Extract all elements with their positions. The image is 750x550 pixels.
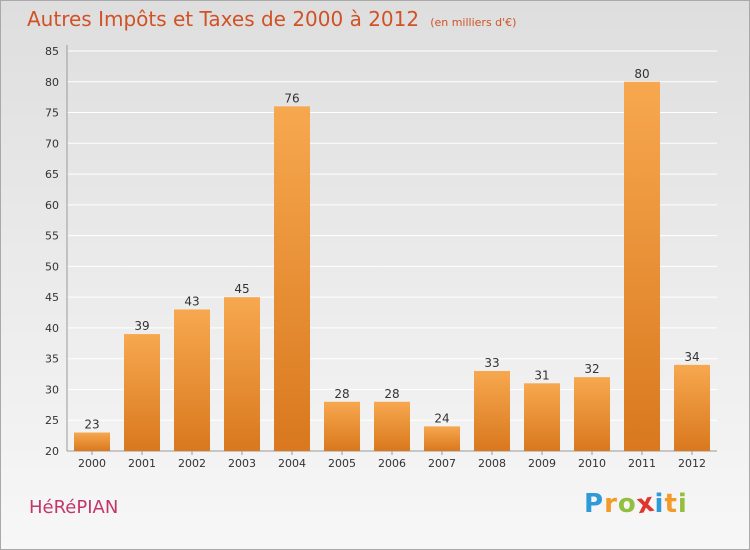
y-tick-label: 65	[45, 168, 59, 181]
bar-2010	[574, 377, 610, 451]
y-tick-label: 45	[45, 291, 59, 304]
value-label: 31	[534, 368, 549, 382]
y-tick-label: 55	[45, 230, 59, 243]
value-label: 76	[284, 91, 299, 105]
value-label: 28	[334, 387, 349, 401]
bar-2003	[224, 297, 260, 451]
x-tick-label: 2007	[428, 457, 456, 470]
bar-2012	[674, 364, 710, 451]
grid-lines	[67, 50, 717, 421]
x-tick-label: 2003	[228, 457, 256, 470]
y-tick-label: 75	[45, 107, 59, 120]
y-tick-label: 50	[45, 260, 59, 273]
logo-letter: i	[677, 489, 688, 519]
bar-2004	[274, 106, 310, 451]
bar-2008	[474, 371, 510, 451]
axes: 20 25 30 35 40 45 50 55 60 65 70 75 80 85	[45, 45, 717, 458]
x-tick-label: 2009	[528, 457, 556, 470]
proxiti-logo: Proxiti	[584, 488, 688, 521]
logo-letter: r	[604, 489, 618, 519]
value-label: 45	[234, 282, 249, 296]
y-tick-label: 20	[45, 445, 59, 458]
x-tick-label: 2008	[478, 457, 506, 470]
logo-letter: i	[654, 489, 665, 519]
value-label: 34	[684, 350, 699, 364]
x-tick-label: 2004	[278, 457, 306, 470]
x-tick-label: 2000	[78, 457, 106, 470]
chart-subtitle: (en milliers d'€)	[430, 16, 517, 29]
logo-letter: P	[584, 489, 605, 519]
y-tick-label: 35	[45, 353, 59, 366]
chart-header: Autres Impôts et Taxes de 2000 à 2012 (e…	[27, 7, 516, 31]
value-label: 43	[184, 294, 199, 308]
bar-2001	[124, 334, 160, 451]
value-label: 32	[584, 362, 599, 376]
value-label: 80	[634, 67, 649, 81]
value-label: 33	[484, 356, 499, 370]
value-label: 28	[384, 387, 399, 401]
bar-2002	[174, 309, 210, 451]
bar-2011	[624, 81, 660, 452]
x-tick-label: 2012	[678, 457, 706, 470]
bar-2009	[524, 383, 560, 451]
logo-letter: o	[617, 489, 637, 519]
x-tick-label: 2010	[578, 457, 606, 470]
bars	[74, 81, 710, 452]
y-tick-label: 60	[45, 199, 59, 212]
y-tick-label: 85	[45, 45, 59, 58]
y-tick-label: 40	[45, 322, 59, 335]
value-label: 24	[434, 411, 449, 425]
y-tick-label: 30	[45, 383, 59, 396]
y-tick-label: 80	[45, 76, 59, 89]
value-label: 23	[84, 418, 99, 432]
x-tick-label: 2001	[128, 457, 156, 470]
y-tick-label: 70	[45, 137, 59, 150]
x-tick-label: 2011	[628, 457, 656, 470]
x-tick-label: 2005	[328, 457, 356, 470]
x-tick-label: 2002	[178, 457, 206, 470]
bar-2000	[74, 432, 110, 451]
x-tick-label: 2006	[378, 457, 406, 470]
logo-letter: t	[664, 489, 678, 519]
value-label: 39	[134, 319, 149, 333]
labels: 23 2000 39 2001 43 2002 45 2003 76 2004 28 2005 28 20…	[78, 67, 706, 470]
commune-name: HéRéPIAN	[29, 497, 119, 518]
bar-2007	[424, 426, 460, 451]
chart-title: Autres Impôts et Taxes de 2000 à 2012	[27, 7, 420, 31]
bar-2005	[324, 401, 360, 451]
bar-2006	[374, 401, 410, 451]
y-tick-label: 25	[45, 414, 59, 427]
